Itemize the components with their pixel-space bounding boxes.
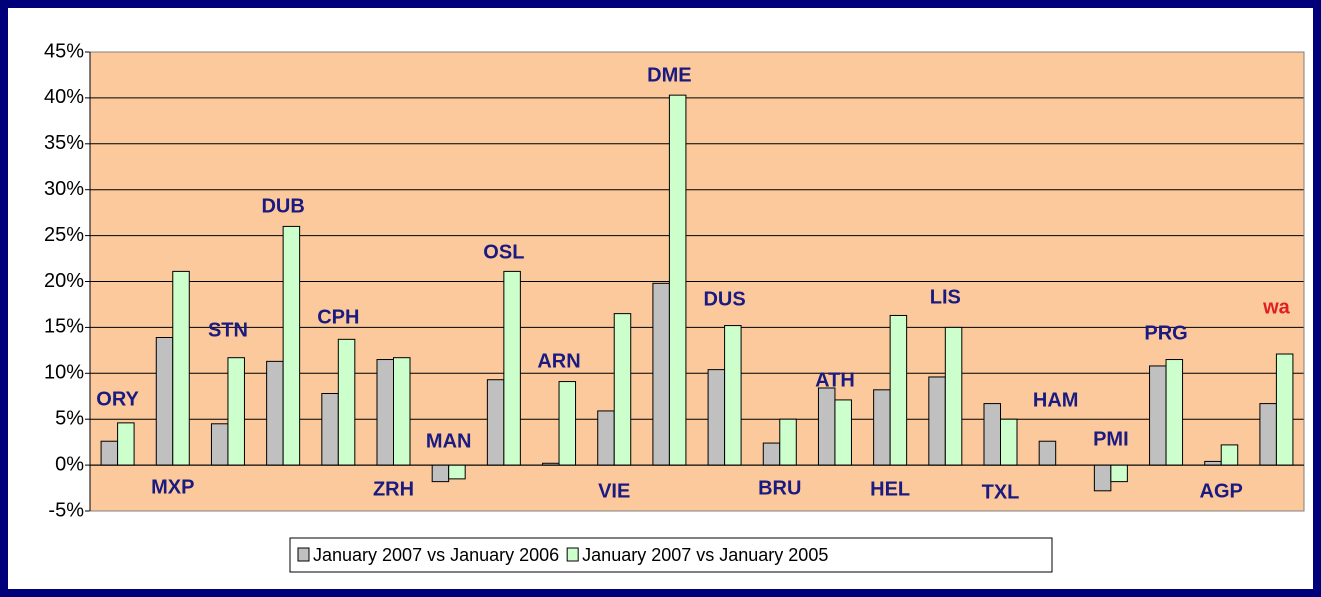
bar: [266, 360, 284, 466]
bar: [1275, 353, 1294, 466]
bar: [1259, 403, 1277, 466]
y-tick-label: 0%: [55, 453, 84, 475]
bar: [1000, 418, 1018, 466]
legend-swatch: [297, 547, 310, 562]
legend-swatch: [566, 547, 579, 562]
bar: [1110, 464, 1128, 483]
bar: [983, 403, 1001, 466]
category-label: PRG: [1144, 322, 1187, 344]
category-label: HAM: [1033, 389, 1079, 411]
bar: [1220, 444, 1239, 466]
bar: [376, 359, 394, 466]
bar: [597, 410, 615, 466]
category-label: DME: [647, 64, 691, 86]
bar: [321, 392, 339, 466]
bar: [668, 94, 687, 466]
category-label: DUB: [261, 195, 304, 217]
category-label: HEL: [870, 478, 910, 500]
bar: [944, 326, 963, 466]
category-label: OSL: [483, 241, 524, 263]
bar: [431, 464, 450, 483]
y-tick-label: 40%: [44, 86, 84, 108]
legend-label: January 2007 vs January 2005: [582, 545, 828, 565]
legend-box: [289, 537, 1053, 573]
bar: [210, 423, 229, 466]
bar: [155, 336, 174, 466]
bar: [928, 376, 946, 466]
bar: [834, 399, 852, 466]
category-label: ARN: [537, 350, 580, 372]
category-label: VIE: [598, 480, 630, 502]
bar: [1038, 440, 1057, 466]
bar: [873, 389, 891, 466]
category-label: AGP: [1200, 480, 1243, 502]
bar: [613, 313, 632, 466]
category-label: STN: [208, 319, 248, 341]
bar: [762, 442, 781, 466]
y-tick-label: -5%: [48, 499, 84, 521]
bar: [889, 314, 908, 466]
bar: [486, 379, 505, 466]
legend-label: January 2007 vs January 2006: [313, 545, 559, 565]
bar: [1149, 365, 1167, 466]
bar: [707, 369, 726, 466]
bar: [100, 440, 119, 466]
y-tick-label: 35%: [44, 132, 84, 154]
y-tick-label: 20%: [44, 270, 84, 292]
category-label: ZRH: [373, 478, 414, 500]
y-tick-label: 30%: [44, 178, 84, 200]
bar: [652, 282, 670, 466]
bar: [282, 225, 301, 466]
bar: [337, 338, 356, 466]
y-tick-label: 25%: [44, 224, 84, 246]
y-tick-label: 5%: [55, 407, 84, 429]
category-label: PMI: [1093, 428, 1129, 450]
category-label: MAN: [426, 430, 472, 452]
bar: [779, 418, 797, 466]
category-label: DUS: [703, 288, 745, 310]
bar: [1165, 359, 1184, 466]
bar: [817, 387, 836, 466]
bar: [393, 357, 411, 466]
y-tick-label: 15%: [44, 316, 84, 338]
bar: [1093, 464, 1112, 492]
category-label: LIS: [930, 286, 961, 308]
bar: [558, 381, 577, 466]
category-label: ORY: [96, 388, 139, 410]
bar: [503, 270, 521, 466]
category-label: BRU: [758, 477, 801, 499]
bar: [724, 325, 742, 466]
category-label: CPH: [317, 306, 359, 328]
bar: [117, 422, 135, 466]
bar: [1204, 460, 1222, 466]
bar: [448, 464, 466, 480]
category-label: TXL: [982, 481, 1020, 503]
category-label: MXP: [151, 476, 194, 498]
category-label: wa: [1262, 296, 1291, 318]
y-tick-label: 10%: [44, 362, 84, 384]
category-label: ATH: [815, 369, 855, 391]
y-tick-label: 45%: [44, 40, 84, 62]
bar: [172, 270, 190, 466]
bar: [227, 357, 245, 466]
